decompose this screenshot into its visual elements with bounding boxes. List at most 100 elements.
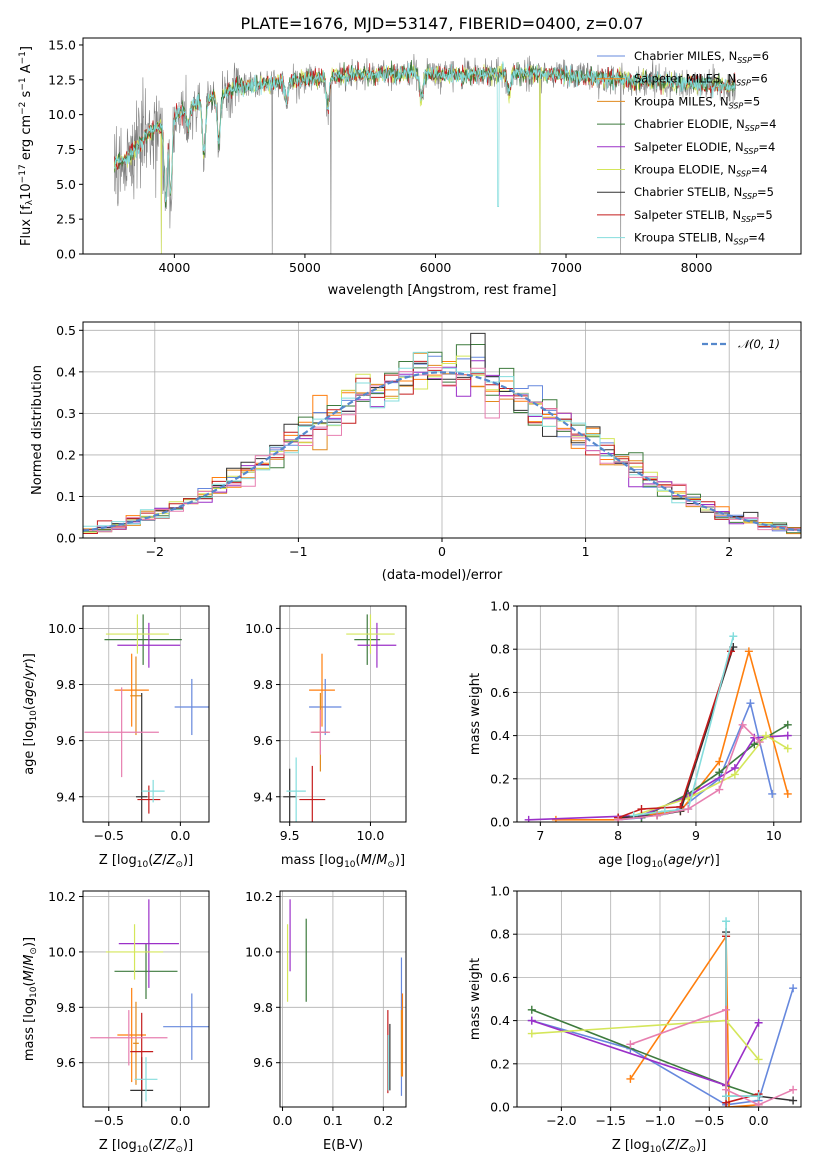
y-tick-label: 12.5 (48, 72, 76, 87)
y-tick-label: 0.0 (56, 247, 76, 262)
plus-marker (750, 733, 759, 742)
mass-vs-ebv-panel: 0.0 0.1 0.2 9.6 9.8 10.0 10.2 E(B-V) (245, 889, 407, 1153)
y-tick-label: 15.0 (48, 37, 76, 52)
weight-age-frame (516, 605, 802, 823)
age-z-ylabel: age [log10(age/yr)] (22, 653, 39, 775)
legend-label: Chabrier ELODIE, NSSP=4 (634, 117, 776, 133)
y-tick-label: 7.5 (56, 142, 76, 157)
plus-marker (754, 1018, 763, 1027)
legend-label: Salpeter STELIB, NSSP=5 (634, 208, 773, 224)
x-tick-label: 7 (536, 828, 544, 843)
plus-marker (726, 647, 735, 656)
x-tick-label: −2.0 (546, 1113, 576, 1128)
y-tick-label: 0.3 (56, 406, 76, 421)
mass-ebv-ticks: 0.0 0.1 0.2 9.6 9.8 10.0 10.2 (245, 889, 406, 1128)
plus-marker (744, 647, 753, 656)
plus-marker (524, 815, 533, 822)
spectrum-legend: Chabrier MILES, NSSP=6 Salpeter MILES, NS… (597, 49, 776, 247)
age-z-errorbars (84, 614, 209, 822)
y-tick-label: 10.0 (48, 944, 76, 959)
y-tick-label: 0.2 (56, 447, 76, 462)
y-tick-label: 0.1 (56, 489, 76, 504)
plus-marker (527, 1005, 536, 1014)
legend-label: Salpeter ELODIE, NSSP=4 (634, 140, 775, 156)
plus-marker (637, 805, 646, 814)
y-tick-label: 0.0 (490, 1100, 510, 1115)
plus-marker (789, 1085, 798, 1094)
plus-marker (754, 1092, 763, 1101)
plus-marker (722, 917, 731, 926)
y-tick-label: 9.8 (56, 1000, 76, 1015)
plus-marker (789, 1096, 798, 1105)
plus-marker (783, 731, 792, 740)
x-tick-label: −1.0 (645, 1113, 675, 1128)
histogram-steps (83, 332, 801, 535)
x-tick-label: 0.1 (323, 1113, 343, 1128)
x-tick-label: 9 (692, 828, 700, 843)
series-line (617, 651, 732, 819)
weight-age-xlabel: age [log10(age/yr)] (598, 853, 720, 870)
normal-curve-line (83, 371, 801, 532)
age-z-xlabel: Z [log10(Z/Z⊙)] (99, 853, 193, 870)
legend-label: Chabrier MILES, NSSP=6 (634, 49, 769, 65)
y-tick-label: 9.6 (56, 1055, 76, 1070)
legend-label: Kroupa MILES, NSSP=5 (634, 94, 760, 110)
x-tick-label: 7000 (550, 260, 582, 275)
y-tick-label: 1.0 (490, 884, 510, 899)
y-tick-label: 0.4 (490, 1013, 510, 1028)
x-tick-label: 8000 (681, 260, 713, 275)
x-tick-label: 0.0 (749, 1113, 769, 1128)
plus-marker (783, 744, 792, 753)
series-line (531, 1009, 759, 1097)
plus-marker (722, 1085, 731, 1094)
series-line (633, 734, 789, 817)
mass-ebv-xlabel: E(B-V) (323, 1138, 363, 1153)
y-tick-label: 10.0 (48, 107, 76, 122)
plus-marker (754, 1100, 763, 1107)
y-tick-label: 0.6 (490, 970, 510, 985)
plus-marker (729, 632, 738, 641)
plus-marker (725, 1103, 734, 1107)
y-tick-label: 2.5 (56, 212, 76, 227)
age-vs-z-panel: −0.5 0.0 9.4 9.6 9.8 10.0 Z [log10(Z/Z⊙)] age… (22, 605, 210, 870)
y-tick-label: 10.0 (245, 621, 273, 636)
age-mass-frame (279, 605, 407, 823)
mass-z-frame (82, 890, 210, 1108)
x-tick-label: 10 (766, 828, 782, 843)
x-tick-label: 2 (725, 544, 733, 559)
legend-label: Kroupa ELODIE, NSSP=4 (634, 163, 768, 179)
x-tick-label: 10.0 (357, 828, 385, 843)
histogram-ylabel: Normed distribution (30, 365, 45, 495)
age-z-ticks: −0.5 0.0 9.4 9.6 9.8 10.0 (48, 606, 209, 843)
weight-z-lines (527, 917, 798, 1107)
spectrum-lines (113, 53, 737, 254)
mass-ebv-frame (279, 890, 407, 1108)
figure-title: PLATE=1676, MJD=53147, FIBERID=0400, z=0… (240, 14, 643, 33)
spectrum-panel: 4000 5000 6000 7000 8000 0.0 2.5 5.0 7.5 10.0 12.5… (18, 37, 802, 298)
y-tick-label: 10.0 (245, 944, 273, 959)
x-tick-label: 8 (614, 828, 622, 843)
x-tick-label: −0.5 (94, 828, 124, 843)
plus-marker (527, 1016, 536, 1025)
weight-z-ylabel: mass weight (468, 958, 483, 1040)
plus-marker (715, 785, 724, 794)
plus-marker (755, 738, 764, 747)
legend-label: Chabrier STELIB, NSSP=5 (634, 185, 774, 201)
x-tick-label: 5000 (289, 260, 321, 275)
age-vs-mass-panel: 9.5 10.0 9.4 9.6 9.8 10.0 mass [log10(M/M⊙)] (245, 605, 407, 870)
plus-marker (551, 815, 560, 822)
weight-vs-z-panel: −2.0 −1.5 −1.0 −0.5 0.0 0.0 0.2 0.4 0.6 0.8 1.0 Z … (468, 884, 802, 1155)
weight-z-ticks: −2.0 −1.5 −1.0 −0.5 0.0 0.0 0.2 0.4 0.6 0.8 1.0 (490, 884, 801, 1128)
x-tick-label: 1 (582, 544, 590, 559)
weight-age-ylabel: mass weight (468, 673, 483, 755)
plus-marker (653, 811, 662, 820)
histogram-xlabel: (data-model)/error (382, 568, 503, 583)
plus-marker (789, 984, 798, 993)
x-tick-label: −1.5 (596, 1113, 626, 1128)
model-spectrum-line (113, 61, 736, 207)
weight-age-lines (524, 632, 792, 822)
y-tick-label: 0.2 (490, 1056, 510, 1071)
spectrum-ylabel: Flux [fλ10−17 erg cm−2 s−1 A−1] (18, 46, 35, 246)
y-tick-label: 5.0 (56, 177, 76, 192)
